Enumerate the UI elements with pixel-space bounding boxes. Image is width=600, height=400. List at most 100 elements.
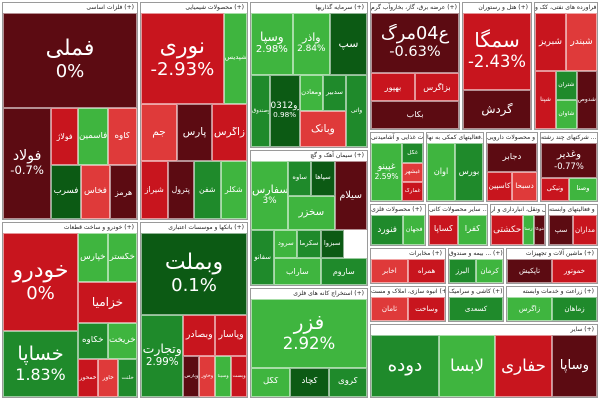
stock-tile[interactable]: خزامیا [78, 282, 137, 324]
stock-tile[interactable]: فخاس [80, 165, 111, 219]
stock-tile[interactable]: وپست [231, 356, 247, 397]
stock-tile[interactable]: کسعدی [449, 297, 503, 321]
stock-tile[interactable]: سکرما [297, 230, 321, 258]
sector-block[interactable]: شرکتهای چند رشته ... (+)وغدیر-0.77%ونیکی… [540, 132, 598, 202]
stock-tile[interactable]: گردش [463, 89, 531, 129]
stock-tile[interactable]: دجابر [487, 143, 537, 172]
stock-tile[interactable]: سبزوا [320, 230, 344, 258]
stock-tile[interactable]: سرو03120.98% [269, 74, 300, 147]
stock-tile[interactable]: اخابر [371, 259, 408, 283]
stock-tile[interactable]: زاگرس [212, 103, 247, 162]
stock-tile[interactable]: سمگا -2.43% [463, 13, 531, 90]
sector-block[interactable]: انبوه سازی، املاک و مست (+) ثامان وساخت [370, 286, 446, 322]
stock-tile[interactable]: فولاد -0.7% [3, 107, 52, 219]
sector-block[interactable]: هتل و رستوران (+) سمگا -2.43% گردش [462, 2, 532, 130]
sector-block[interactable]: سیمان آهک و گچ (+) سفارس 3% ساوه سپاها سیلام س… [250, 150, 368, 286]
stock-tile[interactable]: سپ [549, 215, 573, 245]
stock-tile[interactable]: شدوص [576, 71, 597, 129]
sector-block[interactable]: حمل ونقل، انبارداری و ار (+) حکشتیحپارساح… [490, 204, 546, 246]
stock-tile[interactable]: اوان [427, 143, 455, 201]
stock-tile[interactable]: پترول [167, 161, 194, 219]
stock-tile[interactable]: زماهان [552, 297, 597, 321]
sector-block[interactable]: ماشین آلات و تجهیزات (+) تاپکیش خموتور [506, 248, 598, 284]
stock-tile[interactable]: کفرا [458, 215, 487, 245]
stock-tile[interactable]: لابسا [438, 335, 496, 397]
stock-tile[interactable]: وصنا [569, 177, 597, 201]
sector-block[interactable]: زراعت و خدمات وابسته (+) زاگرس زماهان [506, 286, 598, 322]
stock-tile[interactable]: پارس [177, 103, 212, 162]
stock-tile[interactable]: حکشتی [491, 215, 524, 245]
stock-tile[interactable]: خودرو 0% [3, 233, 79, 332]
stock-tile[interactable]: جم [141, 103, 178, 162]
stock-tile[interactable]: ومعادن [299, 74, 323, 111]
stock-tile[interactable]: زاگرس [507, 297, 552, 321]
sector-block[interactable]: بیمه و صندوق ... (+) البرز کرمان [448, 248, 504, 284]
stock-tile[interactable]: شپدیس [223, 13, 247, 104]
stock-tile[interactable]: وپارس [183, 356, 200, 397]
stock-tile[interactable]: خاور [98, 359, 119, 397]
sector-block[interactable]: سایر محصولات کانی ... (+) کساپا کفرا [428, 204, 488, 246]
stock-tile[interactable]: سفارس 3% [251, 161, 289, 231]
stock-tile[interactable]: وساخت [408, 297, 445, 321]
sector-block[interactable]: استخراج کانه های فلزی (+) فزر 2.92% کگل کچاد… [250, 288, 368, 398]
sector-block[interactable]: سایر (+) دوده لابسا حفاری وساپا [370, 324, 598, 398]
stock-tile[interactable]: حفاری [495, 335, 552, 397]
stock-tile[interactable]: بزاگرس [415, 73, 459, 102]
sector-block[interactable]: مخابرات (+) اخابر همراه [370, 248, 446, 284]
stock-tile[interactable]: نوری -2.93% [141, 13, 224, 104]
stock-tile[interactable]: دوده [371, 335, 439, 397]
stock-tile[interactable]: فزر 2.92% [251, 299, 367, 368]
stock-tile[interactable]: خموتور [552, 259, 597, 283]
stock-tile[interactable]: وبانک [299, 110, 347, 147]
sector-block[interactable]: فلزات اساسی (+) فملی 0% فولاد -0.7% فولاژ فاسم… [2, 2, 138, 220]
sector-block[interactable]: خودرو و ساخت قطعات (+) خودرو 0% خساپا 1.83% خ… [2, 222, 138, 398]
stock-tile[interactable]: شاوان [556, 100, 577, 129]
stock-tile[interactable]: وبملت 0.1% [141, 233, 247, 315]
stock-tile[interactable]: کرمان [476, 259, 503, 283]
stock-tile[interactable]: شفن [194, 161, 221, 219]
sector-block[interactable]: محصولات غذایی و آشامیدنی (+)غپینو2.59%غگ… [370, 132, 424, 202]
stock-tile[interactable]: کاسپین [487, 172, 512, 201]
stock-tile[interactable]: کساپا [429, 215, 458, 245]
stock-tile[interactable]: بکاب [371, 101, 459, 129]
stock-tile[interactable]: وغدیر -0.77% [541, 143, 597, 178]
stock-tile[interactable]: خگستر [107, 233, 137, 283]
stock-tile[interactable]: همراه [408, 259, 445, 283]
sector-block[interactable]: عرضه برق، گاز، بخاروآب گرم (+) ع04مرگ -0.6… [370, 2, 460, 130]
stock-tile[interactable]: ثامان [371, 297, 408, 321]
stock-tile[interactable]: سپاها [311, 161, 335, 196]
stock-tile[interactable]: غمارگ [402, 181, 423, 201]
sector-block[interactable]: محصولات شیمیایی (+) نوری -2.93% شپدیس جم پارس… [140, 2, 248, 220]
stock-tile[interactable]: شپنا [535, 71, 557, 129]
stock-tile[interactable]: وآذر 2.84% [292, 13, 330, 75]
stock-tile[interactable]: واتی [346, 74, 367, 147]
stock-tile[interactable]: ساروم [320, 257, 367, 285]
stock-tile[interactable]: وپاسار [215, 315, 247, 356]
stock-tile[interactable]: فسرب [51, 165, 81, 219]
stock-tile[interactable]: سخزر [288, 195, 335, 231]
stock-tile[interactable]: بهپور [371, 73, 415, 102]
stock-tile[interactable]: فملی 0% [3, 13, 137, 108]
stock-tile[interactable]: ع04مرگ -0.63% [371, 13, 459, 74]
stock-tile[interactable]: سیلام [334, 161, 367, 231]
stock-tile[interactable]: سفانو [251, 230, 275, 285]
sector-block[interactable]: کاشی و سرامیک (+) کسعدی [448, 286, 504, 322]
stock-tile[interactable]: دسبحا [512, 172, 537, 201]
stock-tile[interactable]: خپارس [78, 233, 108, 283]
stock-tile[interactable]: فولاژ [51, 107, 79, 166]
stock-tile[interactable]: سدبیر [322, 74, 347, 111]
stock-tile[interactable]: تاپکیش [507, 259, 552, 283]
stock-tile[interactable]: خمحور [78, 359, 99, 397]
stock-tile[interactable]: فنورد [371, 215, 404, 245]
sector-block[interactable]: مواد و محصولات دارویی (+) دجابر کاسپین دسبح… [486, 132, 538, 202]
stock-tile[interactable]: هرمز [110, 165, 137, 219]
stock-tile[interactable]: سپ [329, 13, 367, 75]
sector-block[interactable]: محصولات فلزی (+) فنورد فجهان [370, 204, 426, 246]
stock-tile[interactable]: وخاور [199, 356, 216, 397]
stock-tile[interactable]: حتوکا [534, 215, 545, 245]
stock-tile[interactable]: کاوه [107, 107, 137, 166]
stock-tile[interactable]: کچاد [290, 367, 329, 397]
stock-tile[interactable]: ونیکی [541, 177, 569, 201]
stock-tile[interactable]: خریخت [107, 323, 137, 360]
